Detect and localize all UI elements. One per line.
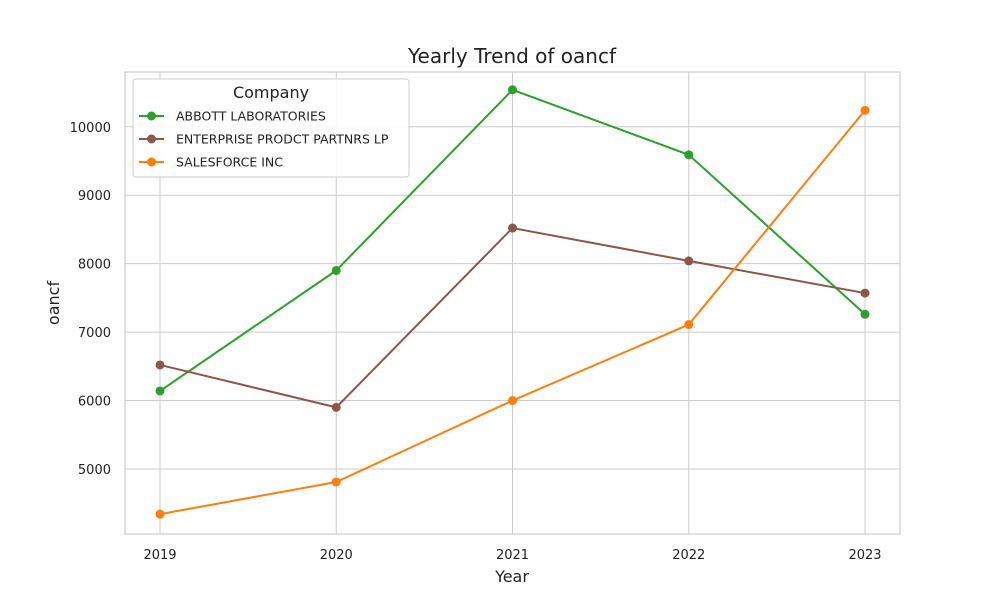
data-point — [684, 320, 694, 330]
data-point — [860, 309, 870, 319]
x-tick-label: 2022 — [672, 548, 705, 563]
legend-entries: ABBOTT LABORATORIES ENTERPRISE PRODCT PAR… — [139, 109, 389, 170]
series-2 — [155, 223, 870, 412]
data-point — [508, 85, 517, 95]
series-1 — [155, 85, 870, 396]
x-tick-label: 2020 — [320, 548, 353, 563]
legend-marker — [147, 157, 156, 167]
x-tick-label: 2023 — [848, 548, 881, 563]
data-point — [155, 360, 165, 370]
chart-title: Yearly Trend of oancf — [407, 44, 617, 68]
legend-entry: ABBOTT LABORATORIES — [139, 109, 326, 124]
series-3 — [155, 105, 870, 519]
x-axis-ticks: 2019 2020 2021 2022 2023 — [143, 548, 881, 563]
y-tick-label: 6000 — [78, 395, 111, 410]
y-tick-label: 10000 — [70, 121, 111, 136]
legend-marker — [147, 134, 156, 144]
data-point — [508, 223, 517, 233]
legend-title: Company — [233, 83, 309, 102]
legend-label: ENTERPRISE PRODCT PARTNRS LP — [176, 132, 389, 147]
data-point — [508, 396, 517, 406]
plot-area-frame — [124, 71, 901, 535]
data-point — [331, 265, 341, 275]
legend-entry: ENTERPRISE PRODCT PARTNRS LP — [139, 132, 389, 147]
data-point — [331, 477, 341, 487]
y-axis-label: oancf — [44, 281, 63, 326]
data-point — [684, 256, 694, 266]
data-point — [684, 150, 694, 160]
legend-marker — [147, 111, 156, 121]
legend: Company ABBOTT LABORATORIES ENTERPRISE PR… — [132, 78, 410, 178]
legend-label: SALESFORCE INC — [176, 155, 283, 170]
y-axis-ticks: 5000 6000 7000 8000 9000 10000 — [70, 121, 111, 478]
legend-entry: SALESFORCE INC — [139, 155, 283, 170]
x-tick-label: 2021 — [496, 548, 529, 563]
series-lines — [155, 85, 870, 519]
x-axis-label: Year — [494, 567, 529, 586]
legend-box — [132, 78, 410, 178]
data-point — [331, 402, 341, 412]
y-tick-label: 7000 — [78, 326, 111, 341]
legend-label: ABBOTT LABORATORIES — [176, 109, 326, 124]
y-tick-label: 9000 — [78, 189, 111, 204]
data-point — [860, 288, 870, 298]
x-tick-label: 2019 — [143, 548, 176, 563]
data-point — [860, 105, 870, 115]
data-point — [155, 386, 165, 396]
y-tick-label: 8000 — [78, 258, 111, 273]
grid-lines — [125, 72, 900, 534]
y-tick-label: 5000 — [78, 463, 111, 478]
data-point — [155, 509, 165, 519]
